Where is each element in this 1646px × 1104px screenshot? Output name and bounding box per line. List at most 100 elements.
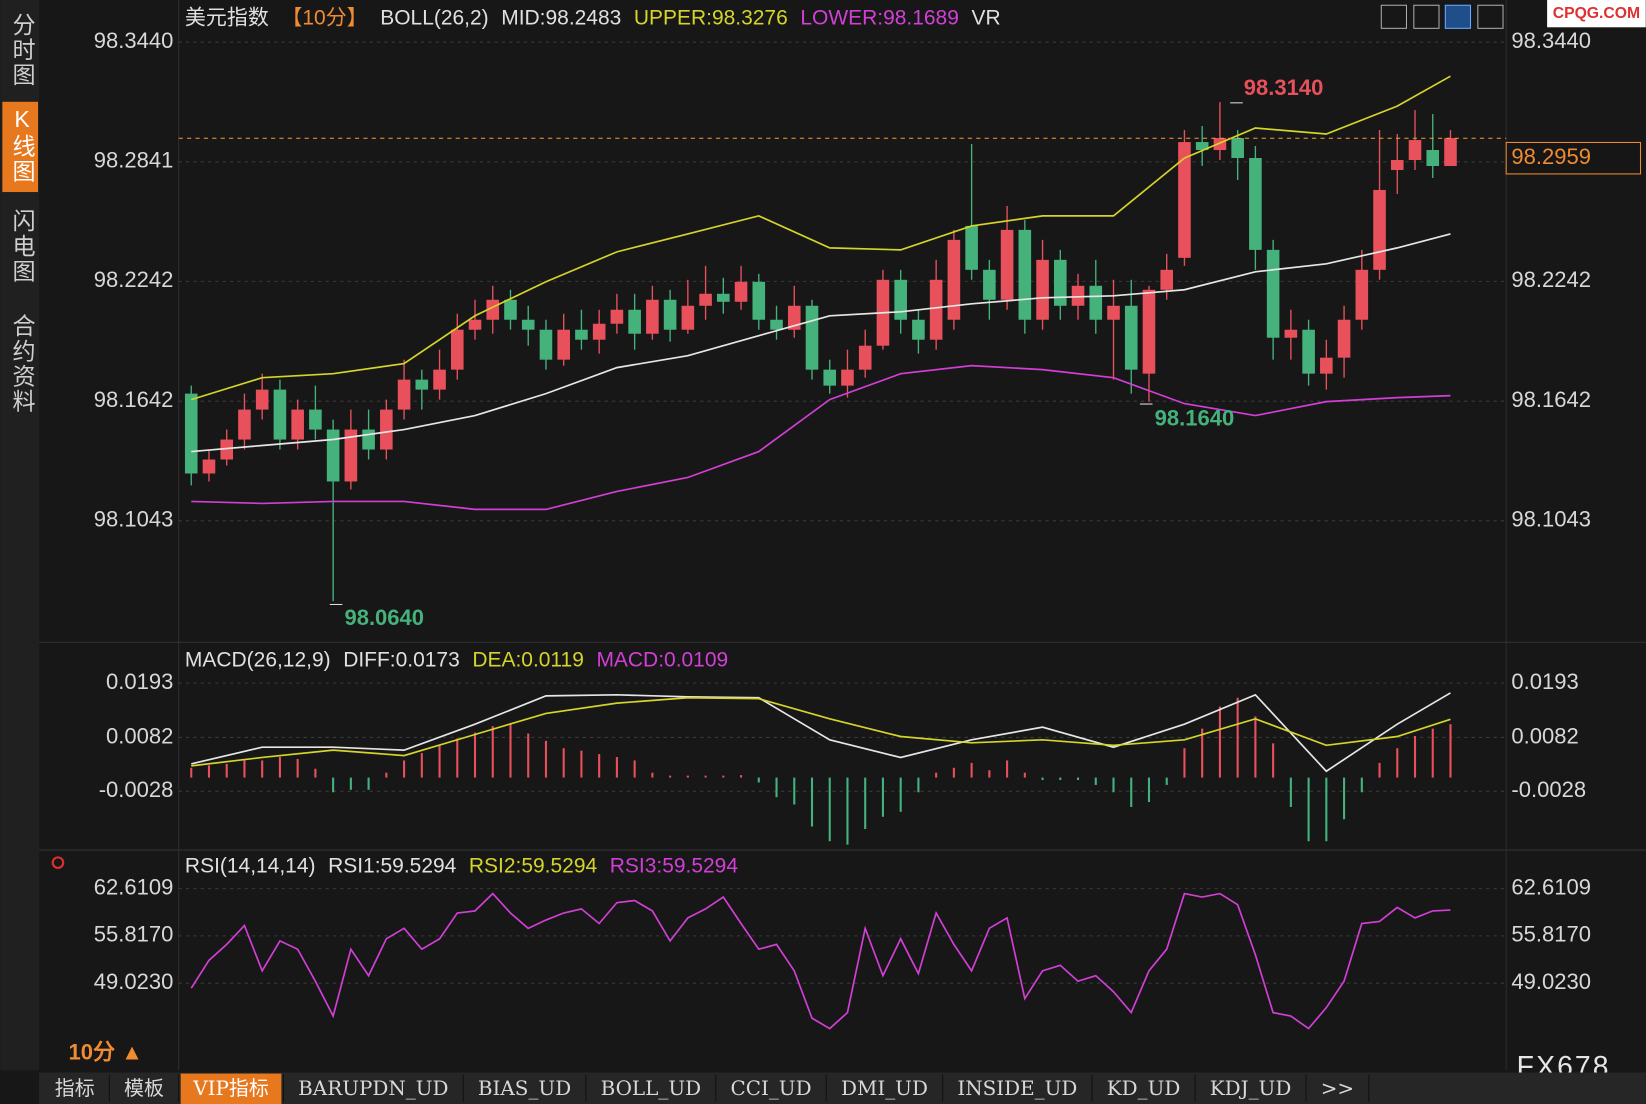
candle-body <box>1107 305 1120 320</box>
y-tick-label-right: 0.0193 <box>1511 669 1578 694</box>
macd-bar <box>615 757 618 778</box>
legend-item: 【10分】 <box>281 6 367 29</box>
macd-bar <box>456 738 459 778</box>
macd-bar <box>1076 777 1080 781</box>
macd-bar <box>1396 748 1399 778</box>
bottom-tab[interactable]: DMI_UD <box>841 1077 928 1100</box>
legend-item: DEA:0.0119 <box>472 649 584 672</box>
y-tick-label-right: 98.1043 <box>1511 507 1591 532</box>
macd-bar <box>385 772 388 778</box>
candle-body <box>787 305 801 330</box>
y-tick-label-left: 55.8170 <box>94 922 174 947</box>
macd-bar <box>669 775 672 778</box>
macd-bar <box>881 777 884 817</box>
extreme-label: 98.3140 <box>1244 75 1324 100</box>
bottom-tab[interactable]: BARUPDN_UD <box>298 1077 448 1100</box>
tool-icon[interactable] <box>1380 4 1408 29</box>
bottom-tab[interactable]: BIAS_UD <box>478 1077 571 1100</box>
candle-body <box>309 409 322 430</box>
y-tick-label-right: 0.0082 <box>1511 723 1578 748</box>
toolbar <box>1380 4 1504 29</box>
candle-body <box>858 345 872 370</box>
y-tick-label-right: 49.0230 <box>1511 969 1591 994</box>
candle-body <box>184 393 198 474</box>
timeframe[interactable]: 10分 ▲ <box>68 1039 142 1064</box>
macd-bar <box>917 777 920 793</box>
candle-body <box>238 409 251 440</box>
legend-item: RSI1:59.5294 <box>328 854 457 877</box>
macd-bar <box>296 758 299 778</box>
candle-body <box>326 429 340 482</box>
macd-bar <box>1183 748 1186 778</box>
candle-body <box>1178 142 1191 258</box>
y-tick-label-left: -0.0028 <box>99 777 174 802</box>
candle-body <box>539 329 553 360</box>
candle-body <box>1337 319 1351 358</box>
macd-bar <box>899 777 902 812</box>
candle-body <box>717 293 730 302</box>
macd-bar <box>207 765 211 778</box>
legend-item: VR <box>971 6 1000 29</box>
bottom-tab[interactable]: CCI_UD <box>730 1077 811 1100</box>
macd-bar <box>243 760 246 778</box>
indicator-icon <box>51 856 65 869</box>
y-tick-label-left: 62.6109 <box>94 874 174 899</box>
tool-icon[interactable] <box>1477 4 1504 29</box>
bottom-tab[interactable]: KD_UD <box>1107 1077 1181 1100</box>
candle-body <box>805 305 819 370</box>
y-tick-label-left: 0.0082 <box>106 723 173 748</box>
candle-body <box>1018 229 1032 320</box>
candle-body <box>1213 138 1227 151</box>
macd-bar <box>225 763 228 778</box>
candle-body <box>1284 329 1298 338</box>
bottom-tab[interactable]: VIP指标 <box>192 1077 269 1100</box>
tool-icon[interactable] <box>1444 4 1472 29</box>
bottom-tab[interactable]: 模板 <box>124 1077 164 1100</box>
y-tick-label-left: 98.3440 <box>94 28 174 53</box>
macd-bar <box>1289 777 1292 807</box>
y-tick-label-right: 62.6109 <box>1511 874 1591 899</box>
candle-body <box>1444 138 1457 167</box>
sidebar-tab[interactable]: 分时图 <box>9 13 35 89</box>
bottom-tab[interactable]: INSIDE_UD <box>957 1077 1077 1100</box>
candle-body <box>468 319 482 330</box>
legend-item: LOWER:98.1689 <box>800 6 959 29</box>
macd-bar <box>1431 728 1434 778</box>
bottom-tab[interactable]: >> <box>1321 1077 1354 1100</box>
candle-body <box>486 299 500 320</box>
sidebar-tab[interactable]: K线图 <box>9 106 35 184</box>
candle-body <box>699 293 712 306</box>
macd-bar <box>775 777 778 798</box>
tool-icon[interactable] <box>1413 4 1440 29</box>
candle-body <box>220 439 234 460</box>
extreme-label: 98.1640 <box>1155 406 1235 431</box>
y-tick-label-left: 0.0193 <box>106 669 173 694</box>
macd-bar <box>1236 697 1239 778</box>
candle-body <box>1426 150 1440 167</box>
candle-body <box>1302 329 1315 374</box>
candle-body <box>734 281 748 302</box>
macd-bar <box>935 772 938 778</box>
macd-bar <box>722 775 725 778</box>
series-line <box>190 892 1451 1030</box>
macd-bar <box>580 750 583 778</box>
macd-bar <box>846 777 849 845</box>
macd-bar <box>1041 777 1044 781</box>
last-price-label: 98.2959 <box>1511 144 1591 169</box>
sidebar-tab[interactable]: 合约资料 <box>9 314 36 415</box>
macd-bar <box>952 767 955 778</box>
candle-body <box>1036 259 1049 320</box>
bottom-tab[interactable]: 指标 <box>55 1077 95 1100</box>
legend-item: MACD(26,12,9) <box>185 649 331 672</box>
sidebar-tab[interactable]: 闪电图 <box>9 209 35 285</box>
candle-body <box>1142 289 1156 374</box>
y-tick-label-left: 98.2242 <box>94 267 174 292</box>
bottom-tab[interactable]: KDJ_UD <box>1210 1077 1292 1100</box>
bottom-tab[interactable]: BOLL_UD <box>601 1077 702 1100</box>
candle-body <box>521 319 535 330</box>
legend-item: RSI3:59.5294 <box>610 854 739 877</box>
legend-item: MID:98.2483 <box>501 6 621 29</box>
macd-bar <box>562 748 565 778</box>
macd-bar <box>651 772 654 778</box>
